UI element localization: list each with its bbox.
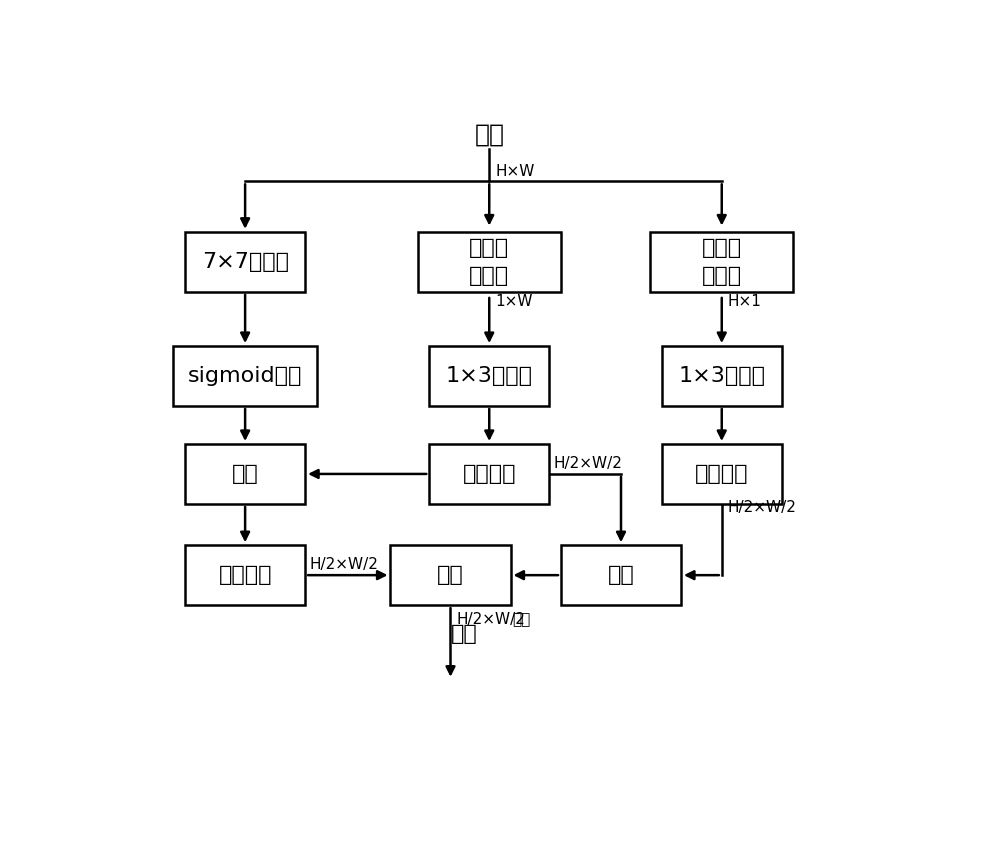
FancyBboxPatch shape — [173, 346, 317, 406]
Text: 融合: 融合 — [437, 565, 464, 585]
Text: 相乘: 相乘 — [232, 464, 258, 484]
FancyBboxPatch shape — [185, 545, 305, 605]
FancyBboxPatch shape — [429, 444, 549, 504]
Text: 输出: 输出 — [450, 624, 477, 644]
Text: H/2×W/2: H/2×W/2 — [457, 611, 526, 627]
Text: H/2×W/2: H/2×W/2 — [728, 500, 797, 515]
Text: sigmoid函数: sigmoid函数 — [188, 366, 302, 386]
Text: H/2×W/2: H/2×W/2 — [310, 557, 379, 572]
Text: 7×7卷积层: 7×7卷积层 — [202, 252, 289, 271]
Text: 1×3卷积层: 1×3卷积层 — [446, 366, 533, 386]
Text: H/2×W/2: H/2×W/2 — [553, 455, 622, 471]
FancyBboxPatch shape — [650, 232, 793, 292]
Text: 尺寸减半: 尺寸减半 — [695, 464, 748, 484]
Text: 尺寸减半: 尺寸减半 — [218, 565, 272, 585]
Text: 尺寸减半: 尺寸减半 — [462, 464, 516, 484]
Text: H×W: H×W — [495, 164, 535, 179]
Text: 1×W: 1×W — [495, 294, 533, 310]
FancyBboxPatch shape — [662, 444, 782, 504]
Text: H×1: H×1 — [728, 294, 762, 310]
FancyBboxPatch shape — [418, 232, 561, 292]
FancyBboxPatch shape — [185, 232, 305, 292]
FancyBboxPatch shape — [185, 444, 305, 504]
Text: 垂直条
纹池化: 垂直条 纹池化 — [469, 237, 509, 286]
FancyBboxPatch shape — [561, 545, 681, 605]
Text: 1×3卷积层: 1×3卷积层 — [678, 366, 765, 386]
FancyBboxPatch shape — [390, 545, 511, 605]
Text: 输出: 输出 — [512, 611, 531, 627]
Text: 输入: 输入 — [474, 122, 504, 147]
Text: 横向条
纹池化: 横向条 纹池化 — [702, 237, 742, 286]
Text: 相加: 相加 — [608, 565, 634, 585]
FancyBboxPatch shape — [662, 346, 782, 406]
FancyBboxPatch shape — [429, 346, 549, 406]
